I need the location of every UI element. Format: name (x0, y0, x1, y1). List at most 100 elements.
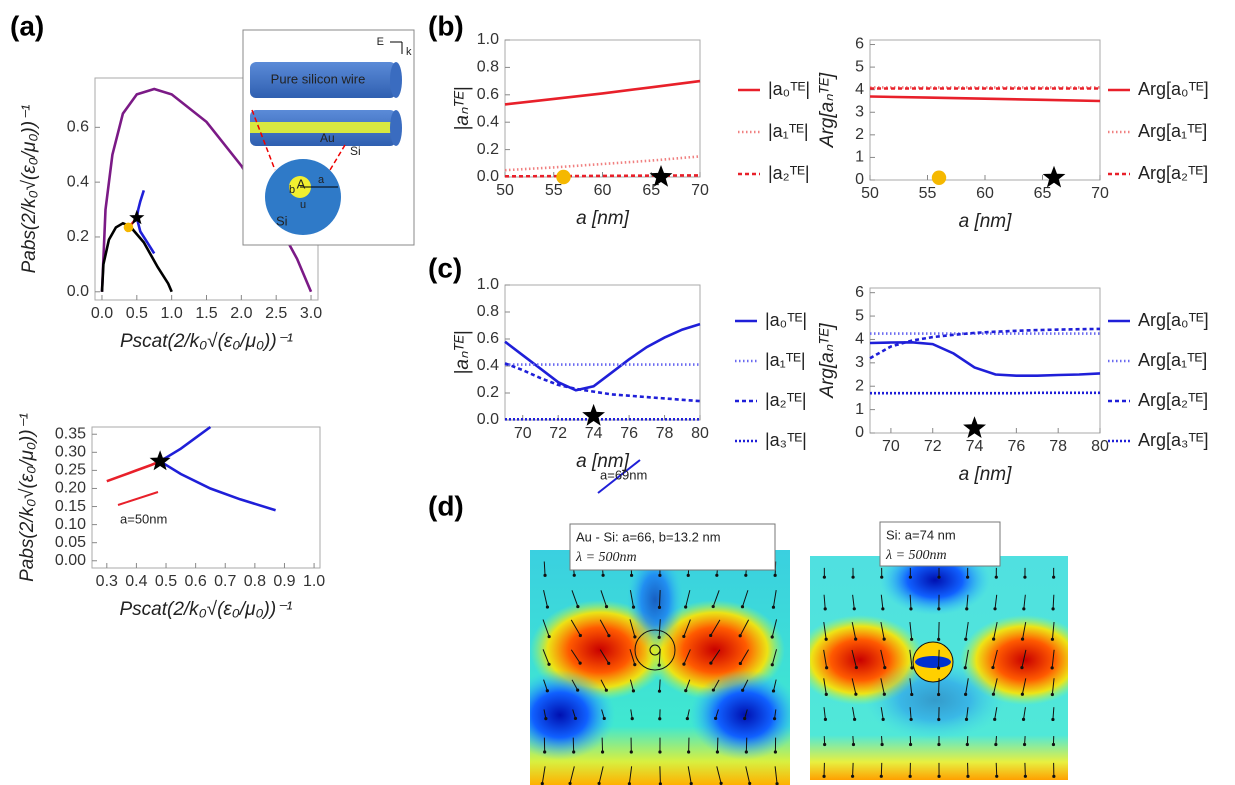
y-axis-label: Pabs(2/k₀√(ε₀/μ₀))⁻¹ (19, 105, 40, 274)
arrow-head (687, 574, 690, 577)
legend-label: Arg[a₁ᵀᴱ] (1138, 121, 1207, 141)
plot-frame (870, 288, 1100, 433)
arrow-head (658, 690, 661, 693)
arrow-head (1021, 638, 1024, 641)
arrow-head (825, 666, 828, 669)
x-tick-label: 0.3 (96, 573, 118, 590)
line-series (160, 427, 276, 510)
arrow-head (576, 605, 579, 608)
field-arrow (939, 678, 940, 694)
y-tick-label: 0.20 (55, 480, 86, 497)
arrow-head (937, 693, 940, 696)
arrow-head (883, 666, 886, 669)
caption: Au - Si: a=66, b=13.2 nm (576, 529, 721, 544)
arrow-head (632, 689, 635, 692)
arrow-head (823, 743, 826, 746)
arrow-head (745, 750, 748, 753)
legend-label: |a₂ᵀᴱ| (768, 163, 810, 183)
arrow-head (823, 576, 826, 579)
y-tick-label: 2 (855, 377, 864, 394)
chart: 7072747678800123456a [nm]Arg[aₙᵀᴱ]Arg[a₀… (817, 284, 1209, 485)
arrow-head (607, 634, 610, 637)
arrow-head (1051, 638, 1054, 641)
line-series (505, 324, 700, 390)
y-axis-label: Arg[aₙᵀᴱ] (817, 72, 838, 148)
panel-label: (b) (428, 10, 464, 41)
arrow-head (684, 605, 687, 608)
arrow-head (851, 775, 854, 778)
x-tick-label: 55 (545, 182, 563, 199)
y-tick-label: 2 (855, 126, 864, 143)
field-arrow (659, 590, 660, 607)
legend-label: Arg[a₂ᵀᴱ] (1138, 390, 1208, 410)
field-map (795, 545, 1090, 780)
chart: 50556065700.00.20.40.60.81.0a [nm]|aₙᵀᴱ|… (452, 31, 810, 229)
arrow-head (910, 666, 913, 669)
x-tick-label: 0.9 (273, 573, 295, 590)
y-tick-label: 1.0 (477, 31, 499, 48)
field-arrow (659, 679, 660, 691)
inset-label: b (289, 184, 295, 196)
arrow-head (573, 574, 576, 577)
caption: λ = 500nm (885, 548, 947, 563)
y-tick-label: 0.30 (55, 444, 86, 461)
arrow-head (547, 663, 550, 666)
arrow-head (741, 689, 744, 692)
y-tick-label: 4 (855, 81, 864, 98)
x-tick-label: 78 (656, 425, 674, 442)
arrow-head (1022, 607, 1025, 610)
arrow-head (854, 693, 857, 696)
panel-label: (d) (428, 490, 464, 521)
dot-marker (124, 223, 134, 233)
line-series (102, 223, 172, 291)
x-tick-label: 70 (882, 438, 900, 455)
y-tick-label: 0.05 (55, 534, 86, 551)
arrow-head (937, 638, 940, 641)
arrow-head (880, 576, 883, 579)
x-axis-label: a [nm] (959, 211, 1013, 232)
arrow-head (993, 718, 996, 721)
legend-label: |a₂ᵀᴱ| (765, 390, 807, 410)
arrow-head (937, 775, 940, 778)
y-axis-label: Arg[aₙᵀᴱ] (817, 323, 838, 399)
arrow-head (964, 693, 967, 696)
arrow-head (937, 718, 940, 721)
legend-label: Arg[a₂ᵀᴱ] (1138, 163, 1208, 183)
arrow-head (773, 717, 776, 720)
y-tick-label: 0.4 (477, 357, 499, 374)
inset-label: Si (350, 144, 361, 158)
panel-label: (a) (10, 10, 44, 41)
arrow-head (825, 638, 828, 641)
x-tick-label: 55 (919, 185, 937, 202)
arrow-head (909, 576, 912, 579)
arrow-head (546, 605, 549, 608)
x-tick-label: 2.5 (265, 305, 287, 322)
arrow-head (824, 607, 827, 610)
arrow-head (881, 743, 884, 746)
arrow-head (543, 750, 546, 753)
x-tick-label: 0.6 (185, 573, 207, 590)
arrow-head (544, 717, 547, 720)
arrow-head (687, 750, 690, 753)
arrow-head (1051, 607, 1054, 610)
y-axis-label: |aₙᵀᴱ| (452, 330, 473, 374)
x-tick-label: 70 (514, 425, 532, 442)
figure: (a) (b) (c) (d) 0.00.51.01.52.02.53.00.0… (0, 0, 1235, 785)
y-tick-label: 0.0 (477, 168, 499, 185)
arrow-head (774, 574, 777, 577)
arrow-head (712, 688, 715, 691)
arrow-head (937, 607, 940, 610)
y-tick-label: 0.4 (477, 113, 499, 130)
star-marker (1043, 166, 1066, 188)
line-series (870, 97, 1100, 102)
arrow-head (716, 750, 719, 753)
x-tick-label: 0.5 (155, 573, 177, 590)
dot-marker (932, 171, 946, 185)
y-tick-label: 1 (855, 401, 864, 418)
y-tick-label: 0 (855, 171, 864, 188)
inset-label: k (406, 46, 412, 58)
arrow-head (772, 606, 775, 609)
wire-end (390, 62, 402, 98)
arrow-head (632, 606, 635, 609)
field-arrow (853, 763, 854, 776)
